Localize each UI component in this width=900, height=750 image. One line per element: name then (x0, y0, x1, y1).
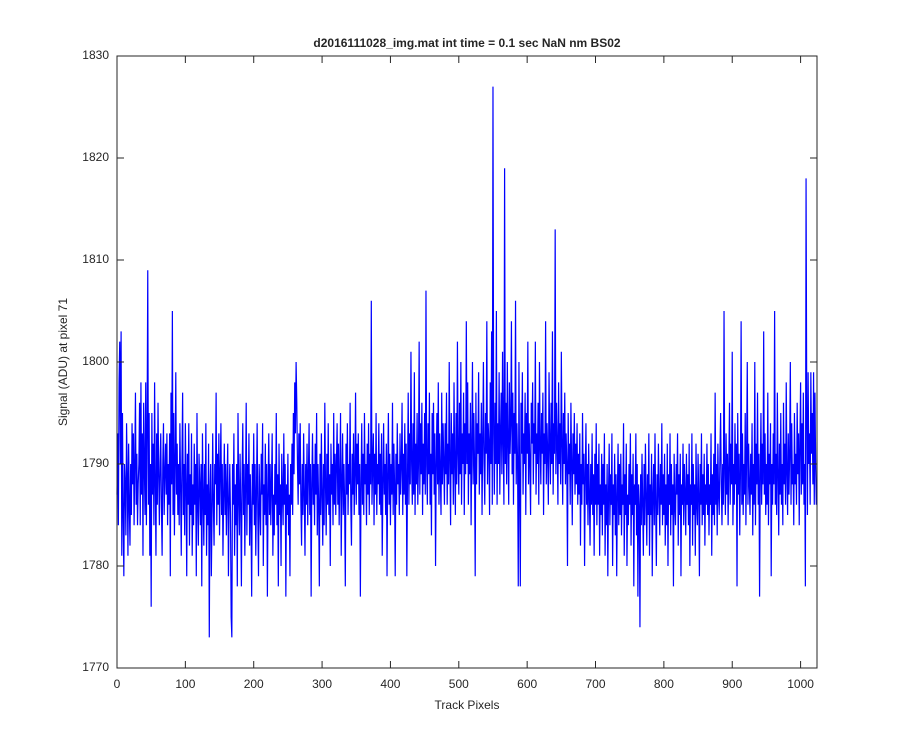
x-tick-label: 500 (449, 677, 469, 691)
x-tick-label: 300 (312, 677, 332, 691)
x-axis-label: Track Pixels (435, 698, 500, 712)
x-tick-label: 100 (175, 677, 195, 691)
y-tick-label: 1790 (82, 456, 109, 470)
y-tick-label: 1770 (82, 660, 109, 674)
y-tick-label: 1830 (82, 48, 109, 62)
data-line (116, 86, 817, 638)
y-tick-label: 1810 (82, 252, 109, 266)
y-tick-label: 1780 (82, 558, 109, 572)
x-tick-label: 700 (586, 677, 606, 691)
x-tick-label: 400 (380, 677, 400, 691)
chart-title: d2016111028_img.mat int time = 0.1 sec N… (313, 36, 620, 50)
x-tick-label: 900 (722, 677, 742, 691)
y-tick-label: 1820 (82, 150, 109, 164)
x-tick-label: 200 (244, 677, 264, 691)
y-axis-label: Signal (ADU) at pixel 71 (56, 298, 70, 426)
y-tick-label: 1800 (82, 354, 109, 368)
x-tick-label: 1000 (787, 677, 814, 691)
x-tick-label: 0 (114, 677, 121, 691)
x-tick-label: 800 (654, 677, 674, 691)
x-tick-label: 600 (517, 677, 537, 691)
